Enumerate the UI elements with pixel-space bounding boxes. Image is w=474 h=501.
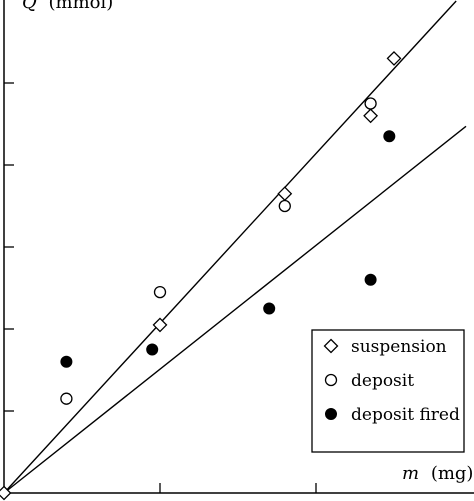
point-deposit-2 <box>278 199 291 213</box>
y-axis-label: Q (mmol) <box>22 0 113 13</box>
legend-symbol-suspension <box>323 338 339 354</box>
x-axis-label: m (mg) <box>402 463 473 484</box>
point-deposit-fired-4 <box>383 130 396 143</box>
legend-symbol-deposit-fired <box>325 408 337 420</box>
point-suspension-0 <box>0 485 12 501</box>
legend-label-deposit-fired: deposit fired <box>351 405 460 425</box>
point-deposit-fired-1 <box>146 343 159 356</box>
point-deposit-fired-0 <box>60 355 73 368</box>
point-deposit-1 <box>153 285 167 299</box>
fit-line-2 <box>3 125 467 494</box>
legend-items <box>323 338 339 420</box>
point-deposit-fired-3 <box>364 273 377 286</box>
x-axis-unit: (mg) <box>431 463 474 484</box>
point-suspension-2 <box>277 186 293 202</box>
point-deposit-0 <box>60 392 73 405</box>
point-deposit-3 <box>364 97 377 110</box>
point-suspension-4 <box>386 50 402 66</box>
legend-symbol-deposit <box>324 373 338 387</box>
point-suspension-1 <box>152 317 168 333</box>
legend-label-deposit: deposit <box>351 371 414 391</box>
legend-box <box>311 329 465 453</box>
y-axis-unit: (mmol) <box>49 0 114 13</box>
y-axis-symbol: Q <box>22 0 37 13</box>
fit-lines <box>3 0 467 494</box>
point-deposit-fired-2 <box>263 302 276 315</box>
x-axis-symbol: m <box>402 463 419 484</box>
legend: suspension deposit deposit fired <box>311 329 465 453</box>
fit-line-1 <box>3 0 457 494</box>
data-points <box>0 50 402 501</box>
point-suspension-3 <box>363 108 379 124</box>
legend-label-suspension: suspension <box>351 337 447 357</box>
axes <box>3 0 474 494</box>
